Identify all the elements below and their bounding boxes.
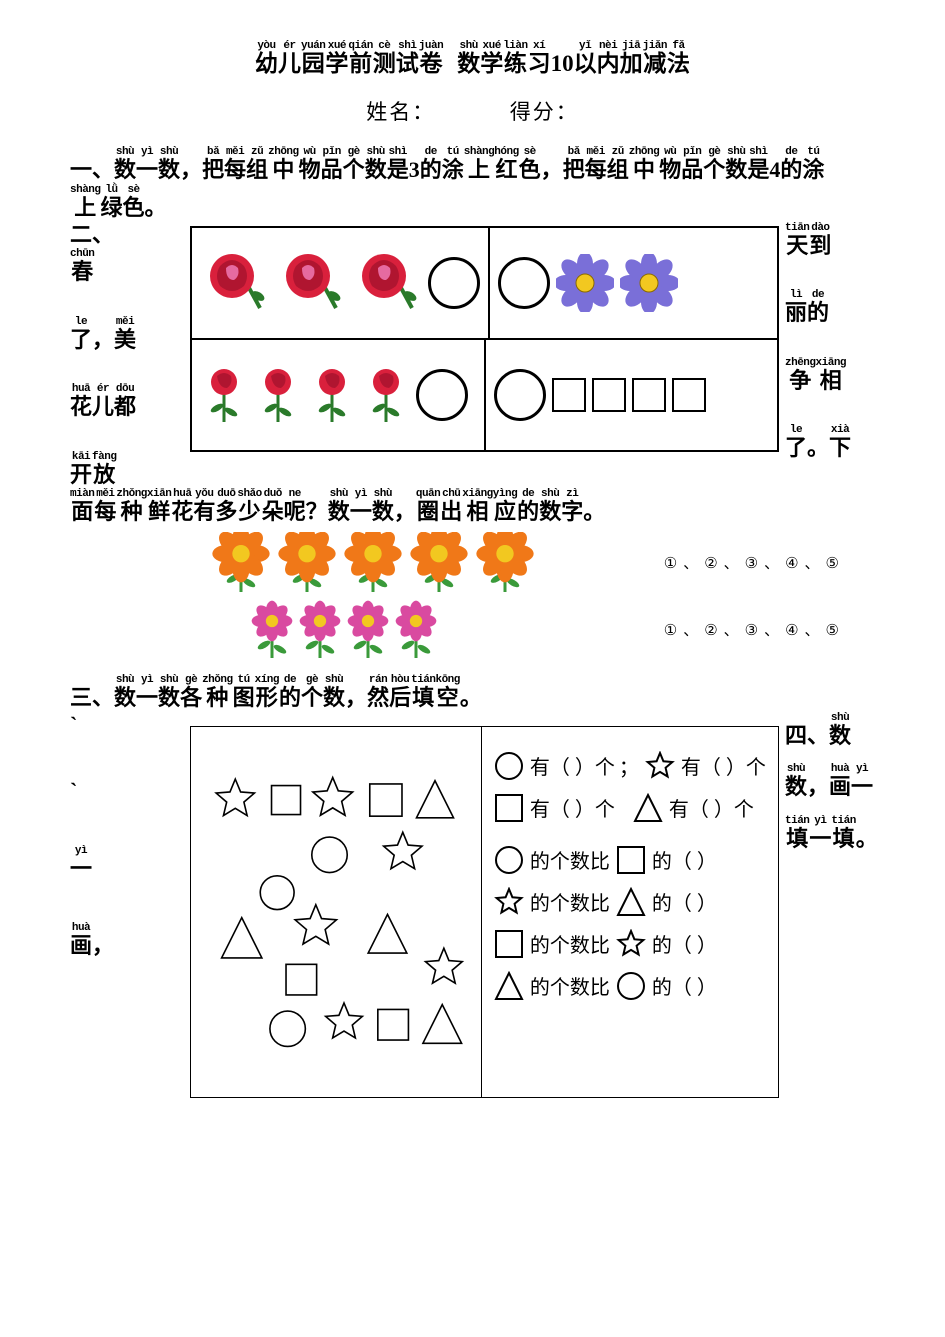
flower-row-pink: ①、②、③、④、⑤: [70, 600, 875, 660]
q1-text-2: 上shànɡ绿lǜ色sè。: [70, 184, 875, 222]
flower-stem-icon: [342, 532, 404, 594]
square-icon: [632, 378, 666, 412]
flower-stem-icon: [210, 532, 272, 594]
score-label: 得分：: [510, 100, 579, 124]
flower-stem-icon: [276, 532, 338, 594]
shapes-pane: [191, 727, 482, 1097]
daisy-icon: [556, 254, 614, 312]
choices-1: ①、②、③、④、⑤: [664, 552, 845, 573]
flower-row-orange: ①、②、③、④、⑤: [70, 532, 875, 594]
grid-cell: [192, 338, 484, 450]
answer-circle[interactable]: [494, 369, 546, 421]
grid-cell: [484, 338, 778, 450]
name-label: 姓名：: [366, 100, 435, 124]
worksheet-page: 幼yòu儿ér园yuán学xué前qián测cè试shì卷juàn数shù学xu…: [0, 0, 945, 1138]
shapes-question-box: 有（ ）个；有（ ）个有（ ）个 有（ ）个的个数比的（ ）的个数比的（ ）的个…: [190, 726, 779, 1098]
rose-small-icon: [308, 366, 356, 424]
answer-circle[interactable]: [498, 257, 550, 309]
grid-cell: [192, 228, 488, 338]
rose-small-icon: [200, 366, 248, 424]
rose-icon: [276, 248, 346, 318]
flower-stem-icon: [346, 600, 390, 660]
rose-icon: [352, 248, 422, 318]
flower-stem-icon: [250, 600, 294, 660]
page-title: 幼yòu儿ér园yuán学xué前qián测cè试shì卷juàn数shù学xu…: [70, 40, 875, 78]
answer-circle[interactable]: [428, 257, 480, 309]
q3-text: 三、数shù一yì数shù各ɡè种zhǒnɡ图tú形xínɡ的de个ɡè数shù…: [70, 674, 875, 712]
counting-grid: [190, 226, 779, 452]
name-score-line: 姓名： 得分：: [70, 96, 875, 126]
flower-stem-icon: [298, 600, 342, 660]
rose-small-icon: [254, 366, 302, 424]
square-icon: [672, 378, 706, 412]
flower-stem-icon: [408, 532, 470, 594]
grid-cell: [488, 228, 777, 338]
square-icon: [552, 378, 586, 412]
q2-wrap: 二、春chūn 了le，美měi 花huā儿ér都dōu 开kāi放fànɡ: [70, 222, 875, 488]
rose-small-icon: [362, 366, 410, 424]
square-icon: [592, 378, 626, 412]
q1-text: 一、数shù一yì数shù，把bǎ每měi组zǔ中zhōnɡ物wù品pǐn个ɡè…: [70, 146, 875, 184]
answers-pane: 有（ ）个；有（ ）个有（ ）个 有（ ）个的个数比的（ ）的个数比的（ ）的个…: [482, 727, 778, 1097]
q2-cont: 面miàn每měi种zhǒnɡ鲜xiān花huā有yǒu多duō少shǎo朵du…: [70, 488, 875, 526]
rose-icon: [200, 248, 270, 318]
answer-circle[interactable]: [416, 369, 468, 421]
daisy-icon: [620, 254, 678, 312]
flower-stem-icon: [474, 532, 536, 594]
choices-2: ①、②、③、④、⑤: [664, 619, 845, 640]
flower-stem-icon: [394, 600, 438, 660]
